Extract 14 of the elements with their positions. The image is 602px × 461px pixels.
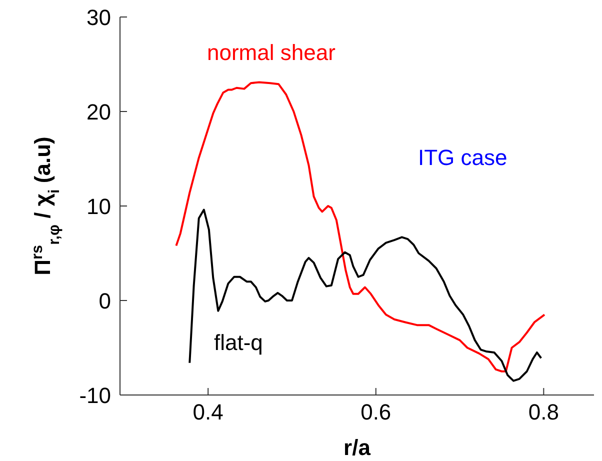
y-tick-label: 30 xyxy=(86,4,111,30)
series-label: flat-q xyxy=(214,330,263,356)
x-axis-title: r/a xyxy=(344,435,372,460)
y-tick-label: 0 xyxy=(98,288,111,314)
y-tick-label: -10 xyxy=(79,382,111,408)
x-tick-label: 0.6 xyxy=(360,400,392,425)
line-series xyxy=(188,208,542,382)
x-tick-label: 0.4 xyxy=(192,400,224,425)
x-tick-label: 0.8 xyxy=(528,400,559,425)
series-label: normal shear xyxy=(207,40,336,66)
line-series xyxy=(175,81,546,372)
y-tick-label: 20 xyxy=(86,99,111,124)
annotation: ITG case xyxy=(418,145,508,171)
y-tick-label: 10 xyxy=(86,194,111,219)
